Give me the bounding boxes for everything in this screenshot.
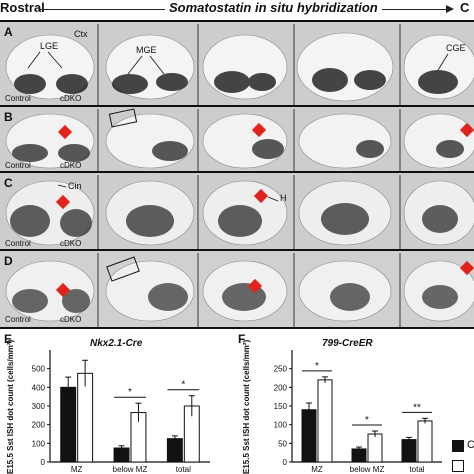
legend-label-fragment: C <box>467 439 474 451</box>
panel-letter-e: E <box>4 332 13 346</box>
bar <box>351 448 367 463</box>
panel-letter-b: B <box>4 110 13 124</box>
bar <box>367 433 383 463</box>
y-tick-label: 150 <box>274 402 288 411</box>
x-tick-label: below MZ <box>350 465 385 474</box>
panel-letter-f: F <box>238 332 246 346</box>
chart-e: 0 100 200 300 400 500 MZ * below MZ * total <box>32 350 210 474</box>
label-cdko: cDKO <box>60 94 82 103</box>
legend-swatch-cdko <box>452 460 464 472</box>
chart-title-e: Nkx2.1-Cre <box>90 338 143 349</box>
bar <box>317 379 333 463</box>
panel-row-c: C Cin H Control cDKO <box>0 171 474 253</box>
x-tick-label: total <box>409 465 424 474</box>
axis-arrow-head <box>446 5 454 13</box>
label-control: Control <box>5 315 31 324</box>
y-tick-label: 200 <box>32 421 46 430</box>
significance-label: ** <box>413 402 421 413</box>
label-cdko: cDKO <box>60 161 82 170</box>
y-tick-label: 500 <box>32 365 46 374</box>
bar <box>301 409 317 463</box>
label-cdko: cDKO <box>60 315 82 324</box>
section-images-b <box>0 107 474 173</box>
label-cdko: cDKO <box>60 239 82 248</box>
significance-label: * <box>181 380 185 391</box>
y-tick-label: 400 <box>32 383 46 392</box>
y-tick-label: 100 <box>32 439 46 448</box>
chart-title-f: 799-CreER <box>322 338 373 349</box>
x-tick-label: MZ <box>71 465 83 474</box>
label-h: H <box>280 193 287 203</box>
y-tick-label: 200 <box>274 383 288 392</box>
section-images-d <box>0 251 474 327</box>
x-tick-label: total <box>176 465 191 474</box>
significance-label: * <box>315 361 319 372</box>
label-control: Control <box>5 161 31 170</box>
y-tick-label: 250 <box>274 365 288 374</box>
bar <box>401 439 417 463</box>
label-control: Control <box>5 94 31 103</box>
label-lge: LGE <box>40 41 59 51</box>
bar <box>77 372 94 463</box>
significance-label: * <box>365 415 369 426</box>
panel-row-d: D Control cDKO <box>0 249 474 329</box>
caudal-label: C <box>460 0 470 15</box>
rostral-label: Rostral <box>0 0 45 15</box>
label-control: Control <box>5 239 31 248</box>
panel-letter-c: C <box>4 176 13 190</box>
bar <box>60 386 77 463</box>
panel-row-b: B Control cDKO <box>0 105 474 175</box>
label-cge: CGE <box>446 43 466 53</box>
panel-letter-d: D <box>4 254 13 268</box>
bar <box>417 420 433 463</box>
y-tick-label: 100 <box>274 421 288 430</box>
significance-label: * <box>128 387 132 398</box>
panel-row-a: A LGE Ctx MGE CGE Control cDKO <box>0 20 474 109</box>
bar <box>166 438 183 463</box>
label-mge: MGE <box>136 45 157 55</box>
x-tick-label: MZ <box>311 465 323 474</box>
y-tick-label: 0 <box>283 458 288 467</box>
y-tick-label: 300 <box>32 402 46 411</box>
section-images-a <box>0 22 474 107</box>
x-tick-label: below MZ <box>113 465 148 474</box>
label-ctx: Ctx <box>74 29 88 39</box>
label-cin: Cin <box>68 181 82 191</box>
y-tick-label: 0 <box>41 458 46 467</box>
chart-f: 0 50 100 150 200 250 * MZ * below MZ ** total <box>274 350 442 474</box>
figure-header-title: Somatostatin in situ hybridization <box>165 0 382 15</box>
legend-swatch-control <box>452 440 464 452</box>
y-tick-label: 50 <box>278 439 287 448</box>
panel-letter-a: A <box>4 25 13 39</box>
